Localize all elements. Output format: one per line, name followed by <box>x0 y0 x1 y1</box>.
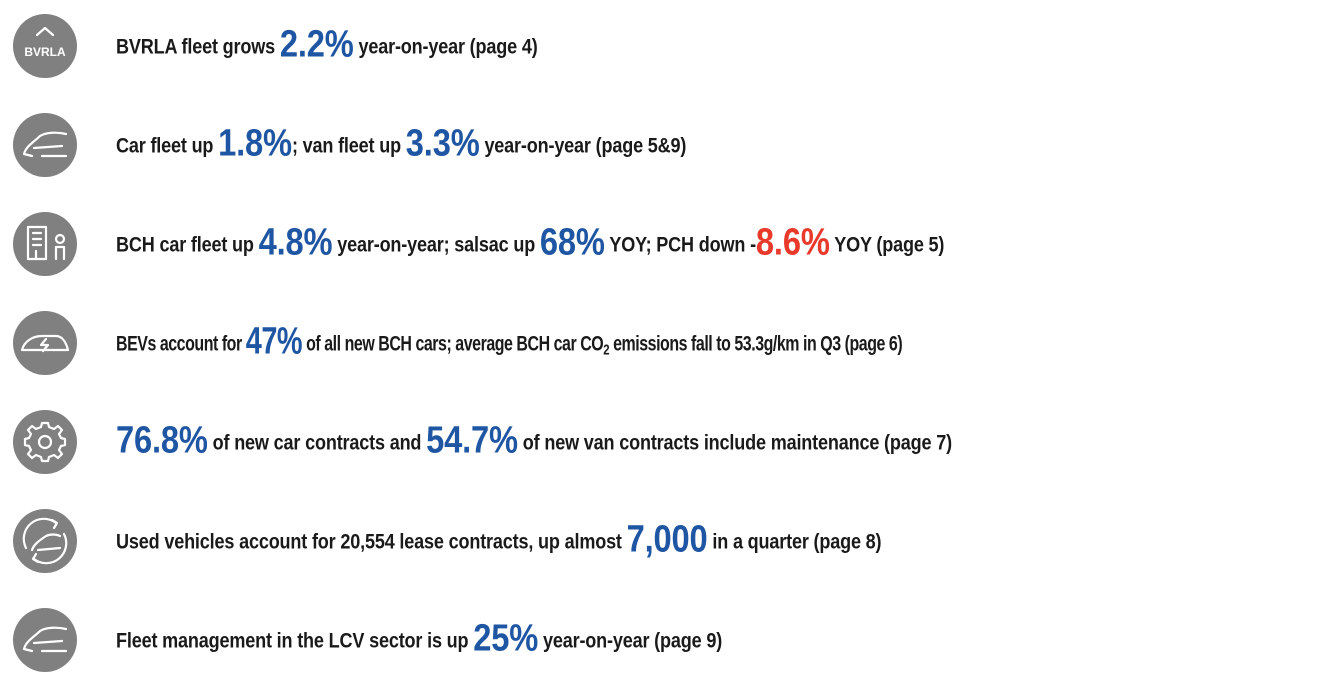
highlight: 25% <box>473 617 539 660</box>
row: 76.8% of new car contracts and 54.7% of … <box>0 401 1321 481</box>
icon <box>13 212 77 276</box>
row-text: 76.8% of new car contracts and 54.7% of … <box>116 420 952 463</box>
row-text: Used vehicles account for 20,554 lease c… <box>116 518 882 562</box>
icon: BVRLA <box>13 14 77 78</box>
row: Fleet management in the LCV sector is up… <box>0 599 1321 679</box>
text: ; van fleet up <box>291 134 406 158</box>
text: BEVs account for <box>116 332 246 356</box>
text: year-on-year; salsac up <box>332 233 540 257</box>
text: of new van contracts include maintenance… <box>517 431 952 455</box>
highlight: 68% <box>539 221 605 264</box>
subscript: 2 <box>603 341 610 359</box>
icon <box>13 311 77 375</box>
highlight: 7,000 <box>626 518 708 561</box>
text: of all new BCH cars; average BCH car CO <box>302 332 604 356</box>
row: Car fleet up 1.8%; van fleet up 3.3% yea… <box>0 104 1321 184</box>
text: Fleet management in the LCV sector is up <box>116 629 474 653</box>
text: BCH car fleet up <box>116 233 259 257</box>
text: Car fleet up <box>116 134 219 158</box>
text: year-on-year (page 5&9) <box>479 134 687 158</box>
text: of new car contracts and <box>207 431 427 455</box>
text: emissions fall to 53.3g/km in Q3 (page 6… <box>609 332 903 356</box>
icon <box>13 509 77 573</box>
row: BEVs account for 47% of all new BCH cars… <box>0 302 1321 382</box>
text: Used vehicles account for 20,554 lease c… <box>116 530 627 554</box>
row-text: Car fleet up 1.8%; van fleet up 3.3% yea… <box>116 123 686 166</box>
text: YOY (page 5) <box>829 233 945 257</box>
highlight: 76.8% <box>116 419 208 462</box>
highlight: 3.3% <box>405 122 480 165</box>
row-text: BVRLA fleet grows 2.2% year-on-year (pag… <box>116 24 538 67</box>
row-text: Fleet management in the LCV sector is up… <box>116 618 722 661</box>
icon <box>13 113 77 177</box>
highlight: 1.8% <box>218 122 292 165</box>
row-text: BEVs account for 47% of all new BCH cars… <box>116 320 903 364</box>
row: Used vehicles account for 20,554 lease c… <box>0 500 1321 580</box>
text: year-on-year (page 9) <box>538 629 723 653</box>
icon-label: BVRLA <box>24 45 66 59</box>
highlight: 8.6% <box>755 221 830 264</box>
text: in a quarter (page 8) <box>707 530 882 554</box>
icon <box>13 608 77 672</box>
text: BVRLA fleet grows <box>116 35 280 59</box>
row-text: BCH car fleet up 4.8% year-on-year; sals… <box>116 222 944 265</box>
highlight: 2.2% <box>279 23 354 66</box>
highlight: 47% <box>245 320 303 363</box>
highlight: 54.7% <box>426 419 518 462</box>
icon <box>13 410 77 474</box>
highlight: 4.8% <box>258 221 333 264</box>
row: BVRLA BVRLA fleet grows 2.2% year-on-yea… <box>0 5 1321 85</box>
row: BCH car fleet up 4.8% year-on-year; sals… <box>0 203 1321 283</box>
text: YOY; PCH down - <box>604 233 756 257</box>
text: year-on-year (page 4) <box>353 35 538 59</box>
